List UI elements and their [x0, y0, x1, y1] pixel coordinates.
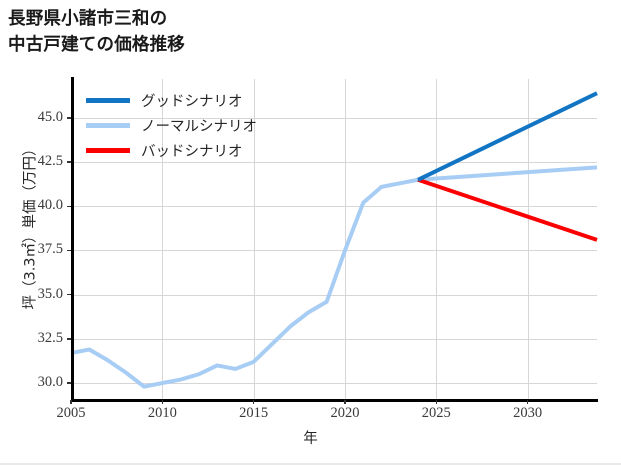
legend-color-swatch: [86, 98, 130, 103]
y-tick-mark: [67, 293, 71, 296]
y-tick-label: 45.0: [37, 108, 63, 125]
gridline-vertical: [162, 79, 164, 399]
legend-item-label: バッドシナリオ: [141, 144, 243, 160]
gridline-vertical: [527, 79, 529, 399]
x-tick-mark: [344, 400, 346, 404]
x-tick-mark: [161, 400, 163, 404]
y-tick-label: 42.5: [37, 153, 63, 170]
legend-item[interactable]: グッドシナリオ: [86, 88, 301, 113]
y-tick-label: 40.0: [37, 197, 63, 214]
page-title: 長野県小諸市三和の 中古戸建ての価格推移: [8, 9, 185, 55]
y-axis-spine: [71, 77, 74, 401]
y-tick-label: 35.0: [37, 285, 63, 302]
gridline-horizontal: [71, 294, 597, 296]
y-tick-mark: [67, 205, 71, 207]
y-tick-mark: [67, 249, 71, 252]
gridline-horizontal: [71, 383, 597, 385]
x-tick-label: 2030: [513, 405, 543, 421]
gridline-vertical: [344, 79, 346, 399]
legend-item[interactable]: ノーマルシナリオ: [86, 113, 301, 138]
gridline-horizontal: [71, 206, 597, 208]
x-tick-mark: [252, 400, 255, 404]
legend-item-label: ノーマルシナリオ: [141, 119, 257, 135]
plot-background: [71, 79, 597, 399]
y-axis-label: 坪（3.3㎡）単価（万円）: [22, 141, 39, 310]
x-axis-label: 年: [303, 431, 318, 447]
x-tick-mark: [70, 400, 72, 404]
legend-item[interactable]: バッドシナリオ: [86, 138, 301, 163]
gridline-horizontal: [71, 162, 597, 164]
y-tick-label: 32.5: [37, 329, 63, 346]
legend-color-swatch: [86, 123, 130, 128]
gridline-vertical: [253, 79, 255, 399]
gridline-horizontal: [71, 250, 597, 252]
gridline-horizontal: [71, 338, 597, 340]
y-tick-mark: [67, 117, 71, 119]
chart-legend: グッドシナリオ ノーマルシナリオ バッドシナリオ: [86, 88, 301, 163]
y-tick-label: 30.0: [37, 374, 63, 391]
data-series-layer: [70, 91, 598, 389]
x-tick-label: 2010: [147, 405, 177, 421]
x-tick-label: 2015: [239, 405, 269, 421]
gridline-horizontal: [71, 117, 597, 119]
x-tick-label: 2025: [421, 405, 451, 421]
y-tick-mark: [67, 161, 71, 163]
x-tick-mark: [435, 400, 437, 404]
x-axis-spine: [71, 399, 598, 402]
x-tick-label: 2020: [330, 405, 360, 421]
y-tick-mark: [67, 338, 71, 340]
legend-item-label: グッドシナリオ: [141, 94, 243, 110]
y-tick-label: 37.5: [37, 241, 63, 258]
plot-area: [70, 79, 598, 399]
series-line: [70, 165, 598, 389]
y-tick-mark: [67, 382, 71, 384]
legend-color-swatch: [86, 148, 130, 153]
gridline-vertical: [436, 79, 438, 399]
x-tick-label: 2005: [56, 405, 86, 421]
series-line: [417, 177, 598, 242]
x-tick-mark: [526, 400, 529, 404]
series-line: [417, 91, 598, 182]
